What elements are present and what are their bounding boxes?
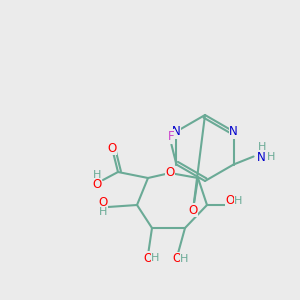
Text: N: N — [229, 125, 238, 138]
Text: H: H — [99, 207, 107, 217]
Text: N: N — [172, 125, 181, 138]
Text: O: O — [98, 196, 108, 208]
Text: O: O — [107, 142, 117, 154]
Text: H: H — [257, 142, 266, 152]
Text: F: F — [168, 130, 175, 143]
Text: O: O — [188, 203, 198, 217]
Text: H: H — [180, 254, 188, 264]
Text: O: O — [165, 167, 175, 179]
Text: H: H — [234, 196, 242, 206]
Text: N: N — [257, 151, 266, 164]
Text: O: O — [225, 194, 235, 208]
Text: H: H — [266, 152, 275, 163]
Text: O: O — [143, 251, 153, 265]
Text: O: O — [92, 178, 102, 191]
Text: O: O — [172, 253, 182, 266]
Text: H: H — [151, 253, 159, 263]
Text: H: H — [93, 170, 101, 180]
